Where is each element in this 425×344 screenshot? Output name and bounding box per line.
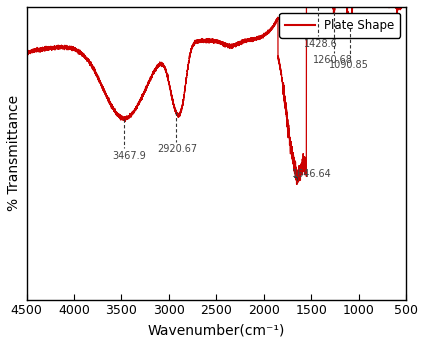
Text: 3467.9: 3467.9: [112, 151, 146, 161]
X-axis label: Wavenumber(cm⁻¹): Wavenumber(cm⁻¹): [147, 323, 285, 337]
Text: 1260.68: 1260.68: [313, 55, 353, 65]
Y-axis label: % Transmittance: % Transmittance: [7, 95, 21, 211]
Text: 1428.6: 1428.6: [304, 39, 338, 49]
Text: 1646.64: 1646.64: [292, 169, 332, 179]
Text: 1090.85: 1090.85: [329, 61, 368, 71]
Legend: Plate Shape: Plate Shape: [279, 13, 400, 37]
Text: 2920.67: 2920.67: [157, 144, 197, 154]
